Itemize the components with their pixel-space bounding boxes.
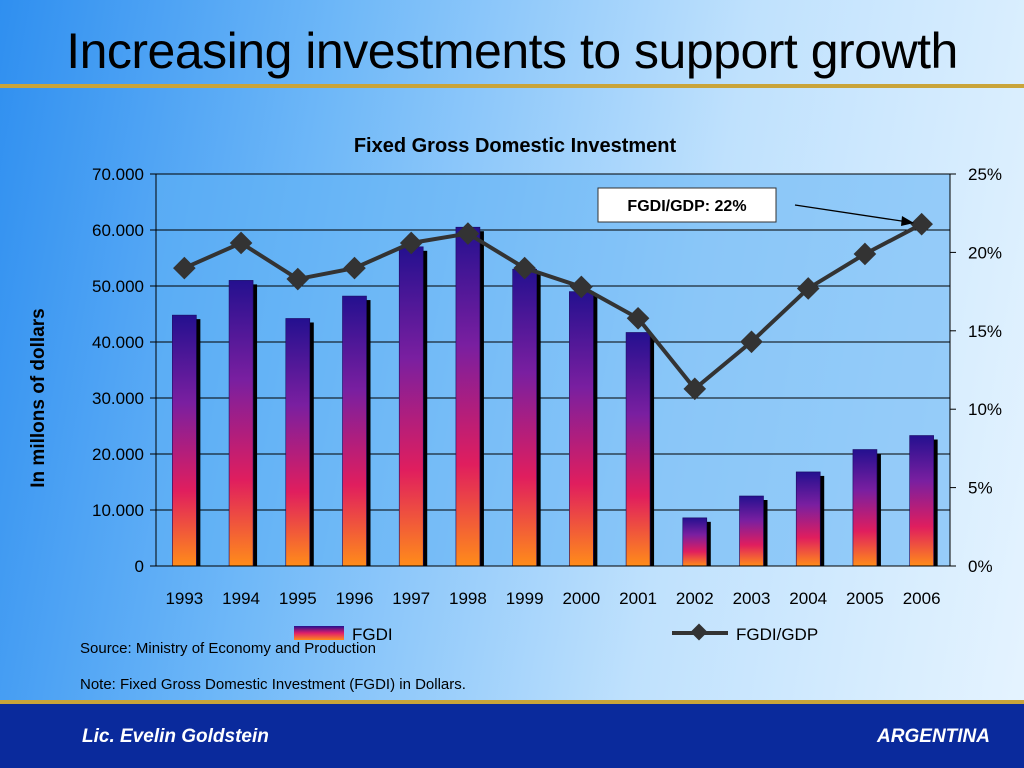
y-tick-label: 50.000 <box>92 277 144 296</box>
ratio-point <box>796 277 820 300</box>
presenter-name: Lic. Evelin Goldstein <box>82 726 269 747</box>
bar-series <box>172 226 938 567</box>
legend-label-fgdi: FGDI <box>352 625 393 644</box>
bar <box>569 291 594 567</box>
annotation-arrow <box>794 204 909 223</box>
x-tick-label: 1995 <box>279 589 317 608</box>
footer-bar: Lic. Evelin Goldstein ARGENTINA <box>0 700 1024 768</box>
country-label: ARGENTINA <box>877 726 990 747</box>
legend-swatch-marker <box>690 623 708 641</box>
bar <box>342 295 367 567</box>
y-tick-label: 30.000 <box>92 389 144 408</box>
bar <box>852 449 878 567</box>
x-axis: 1993 1994 1995 1996 1997 1998 1999 2000 2001 2002… <box>156 565 950 608</box>
x-tick-label: 2000 <box>562 589 600 608</box>
ratio-point <box>683 377 707 401</box>
x-tick-label: 2004 <box>789 589 827 608</box>
y2-tick-label: 25% <box>968 165 1002 184</box>
x-tick-label: 1997 <box>392 589 430 608</box>
ratio-point <box>286 267 310 291</box>
x-tick-label: 1998 <box>449 589 487 608</box>
annotation-box <box>597 187 777 223</box>
bar <box>682 517 708 567</box>
bar <box>455 226 481 567</box>
ratio-point <box>513 256 536 280</box>
y-tick-label: 10.000 <box>92 501 144 520</box>
x-tick-label: 2003 <box>733 589 771 608</box>
x-tick-label: 2006 <box>903 589 941 608</box>
bar <box>739 495 764 567</box>
chart: Fixed Gross Domestic Investment 0 10.000 2… <box>28 135 1002 644</box>
bar <box>285 318 311 567</box>
title-divider <box>0 84 1024 88</box>
legend-label-ratio: FGDI/GDP <box>736 625 818 644</box>
y-tick-label: 40.000 <box>92 333 144 352</box>
x-tick-label: 2001 <box>619 589 657 608</box>
chart-title: Fixed Gross Domestic Investment <box>354 135 677 157</box>
x-tick-label: 2002 <box>676 589 714 608</box>
right-axis: 0% 5% 10% 15% 20% 25% <box>950 165 1002 576</box>
x-tick-label: 1994 <box>222 589 260 608</box>
left-axis: 0 10.000 20.000 30.000 40.000 50.000 60.000 70.… <box>92 165 156 576</box>
bar <box>795 471 821 567</box>
source-note: Source: Ministry of Economy and Producti… <box>80 640 376 657</box>
y2-tick-label: 5% <box>968 479 993 498</box>
y-tick-label: 60.000 <box>92 221 144 240</box>
annotation-text: FGDI/GDP: 22% <box>627 198 746 215</box>
bar <box>909 435 934 567</box>
x-tick-label: 1999 <box>506 589 544 608</box>
bar <box>625 332 651 567</box>
y-tick-label: 0 <box>135 557 144 576</box>
plot-area <box>156 174 950 566</box>
legend-swatch-fgdi <box>294 626 344 640</box>
x-tick-label: 2005 <box>846 589 884 608</box>
y-tick-label: 20.000 <box>92 445 144 464</box>
y-tick-label: 70.000 <box>92 165 144 184</box>
bar <box>512 268 537 567</box>
bar <box>398 246 424 567</box>
ratio-point <box>740 330 763 354</box>
ratio-point <box>626 306 650 330</box>
y2-tick-label: 0% <box>968 557 993 576</box>
y2-tick-label: 15% <box>968 322 1002 341</box>
x-tick-label: 1996 <box>336 589 374 608</box>
annotation-arrowhead <box>901 216 914 226</box>
y2-tick-label: 10% <box>968 400 1002 419</box>
slide-title: Increasing investments to support growth <box>66 23 958 79</box>
x-tick-label: 1993 <box>165 589 203 608</box>
bar <box>228 280 254 567</box>
bar <box>172 314 197 567</box>
ratio-point <box>570 275 593 299</box>
definition-note: Note: Fixed Gross Domestic Investment (F… <box>80 676 466 693</box>
y2-tick-label: 20% <box>968 243 1002 262</box>
y-axis-label: In millons of dollars <box>28 308 49 487</box>
ratio-point <box>343 256 366 280</box>
